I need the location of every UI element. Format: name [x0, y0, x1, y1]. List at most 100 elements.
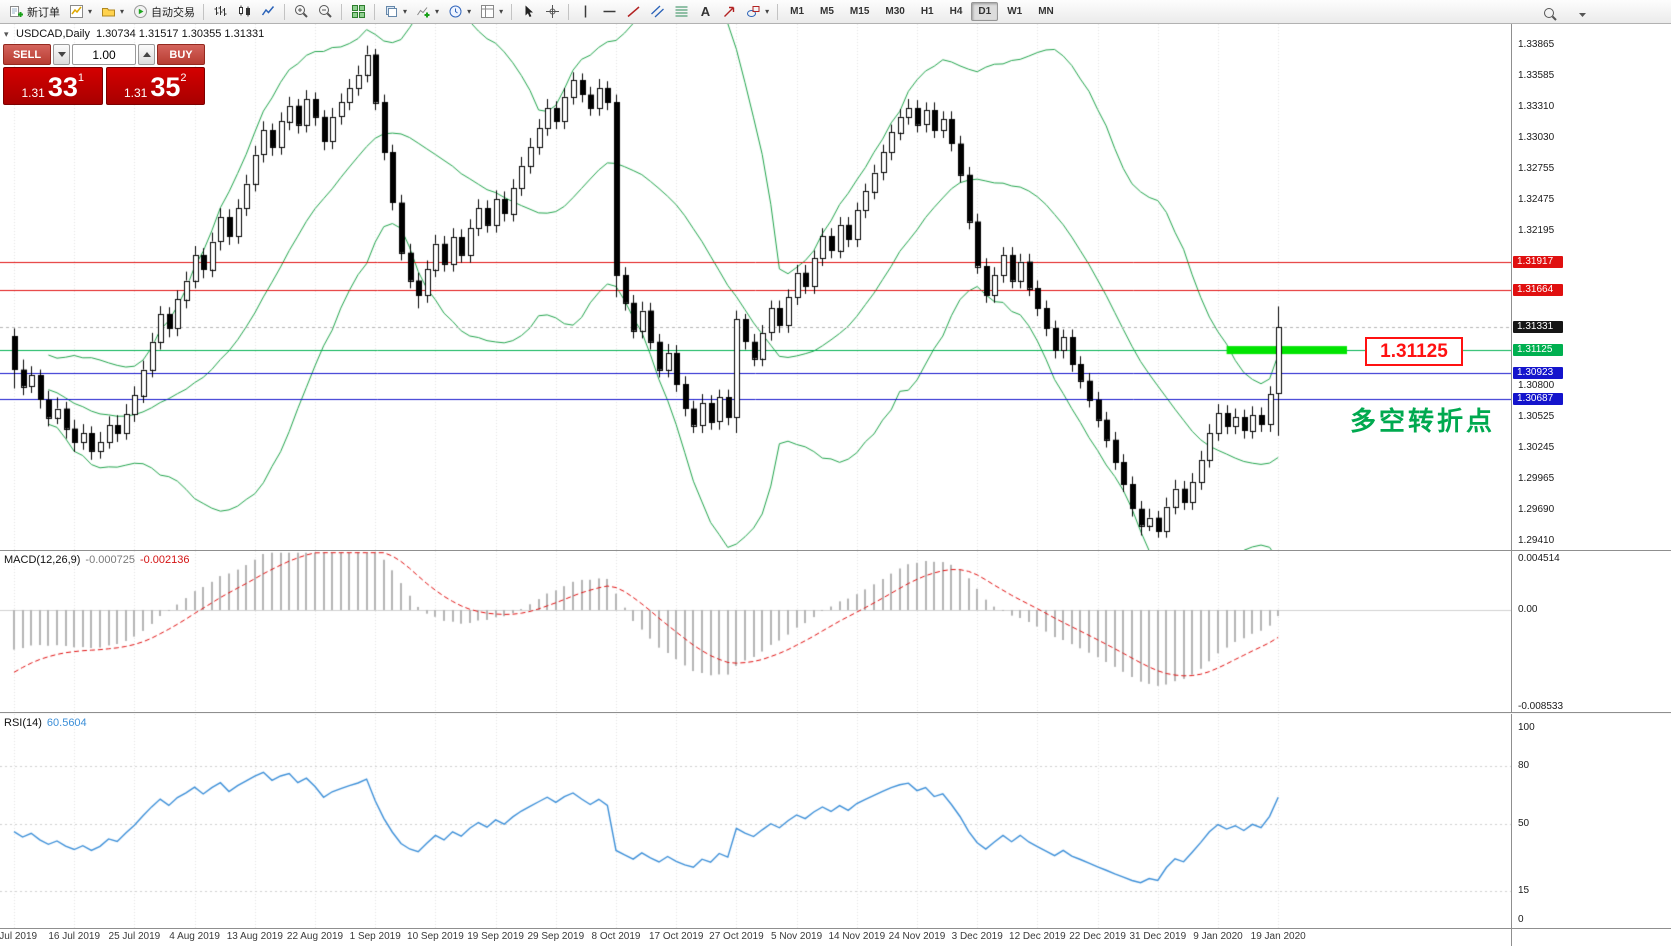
- macd-axis-label: 0.00: [1518, 603, 1538, 615]
- line-chart-button[interactable]: [256, 1, 280, 23]
- equidistant-channel-button[interactable]: [645, 1, 669, 23]
- bid-pips: 33: [47, 72, 78, 102]
- ohlc-values: 1.30734 1.31517 1.30355 1.31331: [95, 28, 265, 40]
- volume-decrease-button[interactable]: [53, 44, 70, 65]
- rsi-axis-label: 100: [1518, 722, 1535, 733]
- arrange-charts-button[interactable]: ▾: [379, 1, 411, 23]
- auto-trading-button[interactable]: 自动交易: [128, 1, 199, 23]
- chevron-down-icon: ▾: [499, 7, 504, 16]
- chevron-down-icon: ▾: [765, 7, 770, 16]
- date-axis-label: 10 Sep 2019: [407, 931, 464, 942]
- axis-tick-label: 1.32195: [1518, 224, 1555, 236]
- price-level-callout[interactable]: 1.31125: [1365, 337, 1463, 366]
- profiles-button[interactable]: ▾: [96, 1, 128, 23]
- new-order-icon: [8, 4, 24, 20]
- macd-signal-value: -0.002136: [139, 554, 190, 566]
- arrange-icon: [383, 4, 399, 20]
- macd-main-value: -0.000725: [85, 554, 135, 566]
- toolbar-separator: [568, 3, 570, 20]
- date-axis-label: 22 Aug 2019: [286, 931, 344, 942]
- date-axis-label: 24 Nov 2019: [888, 931, 946, 942]
- indicators-button[interactable]: ▾: [411, 1, 443, 23]
- crosshair-button[interactable]: [540, 1, 564, 23]
- hline-icon: [601, 4, 617, 20]
- toolbar-separator: [777, 3, 779, 20]
- panel-separator[interactable]: [0, 712, 1671, 714]
- axis-tick-label: 1.30525: [1518, 410, 1555, 422]
- toolbar-separator: [511, 3, 513, 20]
- timeframe-m30-button[interactable]: M30: [885, 6, 905, 17]
- profiles-icon: [100, 4, 116, 20]
- periods-button[interactable]: ▾: [443, 1, 475, 23]
- timeframe-m1-button[interactable]: M1: [790, 6, 805, 17]
- date-axis-label: 1 Jul 2019: [0, 931, 38, 942]
- cursor-button[interactable]: [516, 1, 540, 23]
- volume-increase-button[interactable]: [138, 44, 155, 65]
- one-click-trading-toggle-icon[interactable]: ▾: [4, 29, 9, 39]
- zoom-out-button[interactable]: [313, 1, 337, 23]
- templates-button[interactable]: ▾: [475, 1, 507, 23]
- new-chart-button[interactable]: ▾: [64, 1, 96, 23]
- bid-price-tile[interactable]: 1.31 33 1: [3, 67, 103, 105]
- axis-tick-label: 1.30245: [1518, 442, 1555, 454]
- chevron-down-icon: ▾: [435, 7, 440, 16]
- volume-input[interactable]: [72, 44, 136, 65]
- date-axis-label: 29 Sep 2019: [527, 931, 585, 942]
- panel-separator[interactable]: [0, 550, 1671, 551]
- sell-button[interactable]: SELL: [3, 44, 51, 65]
- date-axis-label: 19 Jan 2020: [1250, 931, 1306, 942]
- symbol-period-label: USDCAD,Daily: [16, 28, 90, 40]
- timeframe-w1-button[interactable]: W1: [1007, 6, 1023, 17]
- trendline-button[interactable]: [621, 1, 645, 23]
- date-axis-label: 13 Aug 2019: [226, 931, 283, 942]
- tile-windows-button[interactable]: [346, 1, 370, 23]
- macd-indicator-label: MACD(12,26,9) -0.000725 -0.002136: [4, 554, 190, 566]
- timeframe-m15-button[interactable]: M15: [849, 6, 870, 17]
- ask-pipette: 2: [180, 72, 187, 84]
- macd-panel-canvas[interactable]: [0, 551, 1511, 712]
- candlestick-chart-button[interactable]: [232, 1, 256, 23]
- price-axis[interactable]: 1.33865 1.33585 1.33310 1.33030 1.32755 1.324…: [1511, 24, 1671, 946]
- date-axis-label: 27 Oct 2019: [709, 931, 764, 942]
- fibonacci-button[interactable]: [669, 1, 693, 23]
- bar-chart-button[interactable]: [208, 1, 232, 23]
- arrow-tool-button[interactable]: [717, 1, 741, 23]
- price-axis-badge: 1.31125: [1513, 344, 1563, 357]
- search-button[interactable]: [1538, 3, 1562, 25]
- horizontal-line-button[interactable]: [597, 1, 621, 23]
- shapes-button[interactable]: ▾: [741, 1, 773, 23]
- toolbar: 新订单 ▾ ▾ 自动交易 ▾ ▾ ▾ ▾ A ▾ M1 M5 M15 M30 H1 H4 D1 W1 MN: [0, 0, 1671, 24]
- rsi-panel-canvas[interactable]: [0, 714, 1511, 928]
- macd-name: MACD(12,26,9): [4, 554, 81, 566]
- toolbar-separator: [203, 3, 205, 20]
- date-axis[interactable]: 1 Jul 2019 16 Jul 2019 25 Jul 2019 4 Aug 20…: [0, 929, 1511, 946]
- buy-button[interactable]: BUY: [157, 44, 205, 65]
- zoom-in-button[interactable]: [289, 1, 313, 23]
- turning-point-note[interactable]: 多空转折点: [1350, 406, 1496, 436]
- date-axis-label: 8 Oct 2019: [591, 931, 641, 942]
- timeframe-h4-button[interactable]: H4: [949, 6, 963, 17]
- ask-price-tile[interactable]: 1.31 35 2: [105, 67, 205, 105]
- new-order-label: 新订单: [27, 6, 60, 19]
- vertical-line-button[interactable]: [573, 1, 597, 23]
- timeframe-h1-button[interactable]: H1: [920, 6, 934, 17]
- toolbar-overflow-button[interactable]: [1570, 3, 1594, 25]
- price-axis-badge: 1.31331: [1513, 321, 1563, 334]
- date-axis-label: 12 Dec 2019: [1009, 931, 1066, 942]
- axis-tick-label: 1.33585: [1518, 70, 1555, 82]
- axis-tick-label: 1.32475: [1518, 193, 1555, 205]
- text-tool-button[interactable]: A: [693, 1, 717, 23]
- zoom-out-icon: [317, 4, 333, 20]
- timeframe-m5-button[interactable]: M5: [820, 6, 834, 17]
- axis-tick-label: 1.29410: [1518, 535, 1555, 547]
- main-chart-canvas[interactable]: [0, 24, 1511, 550]
- tile-icon: [350, 4, 366, 20]
- timeframe-d1-button[interactable]: D1: [971, 2, 999, 21]
- shapes-icon: [745, 4, 761, 20]
- axis-tick-label: 1.33865: [1518, 39, 1555, 51]
- toolbar-separator: [374, 3, 376, 20]
- timeframe-mn-button[interactable]: MN: [1038, 6, 1054, 17]
- new-order-button[interactable]: 新订单: [4, 1, 64, 23]
